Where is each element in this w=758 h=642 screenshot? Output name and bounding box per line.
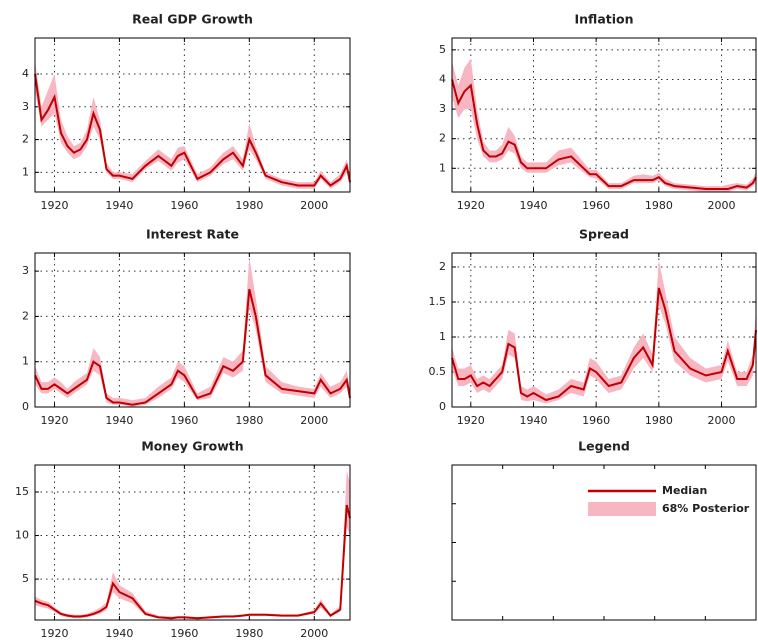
- x-tick-label: 1920: [40, 414, 68, 427]
- y-tick-label: 4: [22, 67, 29, 80]
- y-tick-label: 3: [22, 100, 29, 113]
- x-tick-label: 1980: [235, 627, 263, 640]
- x-tick-label: 1960: [170, 414, 198, 427]
- panel-title: Money Growth: [141, 439, 243, 454]
- posterior-band: [35, 257, 350, 407]
- x-tick-label: 1980: [645, 414, 673, 427]
- x-tick-label: 1960: [582, 199, 610, 212]
- x-tick-label: 2000: [300, 414, 328, 427]
- legend-label: 68% Posterior: [662, 502, 750, 515]
- y-tick-label: 1: [22, 165, 29, 178]
- median-line: [34, 73, 351, 187]
- y-tick-label: 1: [439, 161, 446, 174]
- x-tick-label: 1960: [582, 414, 610, 427]
- legend-frame: [451, 464, 757, 621]
- y-tick-label: 0.5: [429, 365, 447, 378]
- posterior-band: [452, 260, 756, 404]
- x-tick-label: 1980: [645, 199, 673, 212]
- y-tick-label: 3: [439, 102, 446, 115]
- y-tick-label: 3: [22, 264, 29, 277]
- y-tick-label: 0: [22, 400, 29, 413]
- x-tick-label: 1980: [235, 414, 263, 427]
- x-tick-label: 1960: [170, 199, 198, 212]
- x-tick-label: 1960: [170, 627, 198, 640]
- legend-label: Median: [662, 484, 707, 497]
- y-tick-label: 15: [15, 485, 29, 498]
- x-tick-label: 1920: [40, 199, 68, 212]
- y-tick-label: 1: [22, 355, 29, 368]
- y-tick-label: 0: [439, 400, 446, 413]
- y-tick-label: 2: [439, 260, 446, 273]
- legend-swatch-band: [588, 502, 656, 516]
- panel-title: Interest Rate: [146, 227, 239, 242]
- y-tick-label: 2: [22, 309, 29, 322]
- y-tick-label: 1: [439, 330, 446, 343]
- legend-title: Legend: [578, 439, 630, 454]
- x-tick-label: 1940: [519, 199, 547, 212]
- panel-title: Real GDP Growth: [132, 12, 253, 27]
- x-tick-label: 1940: [105, 627, 133, 640]
- median-line: [451, 287, 757, 402]
- plot-frame: [451, 252, 757, 408]
- posterior-band: [452, 58, 756, 192]
- y-tick-label: 10: [15, 529, 29, 542]
- panel-title: Spread: [579, 227, 629, 242]
- plot-frame: [34, 252, 351, 408]
- x-tick-label: 2000: [708, 199, 736, 212]
- x-tick-label: 1940: [519, 414, 547, 427]
- x-tick-label: 2000: [300, 199, 328, 212]
- x-tick-label: 2000: [708, 414, 736, 427]
- panel-title: Inflation: [575, 12, 634, 27]
- y-tick-label: 5: [22, 572, 29, 585]
- median-line: [34, 289, 351, 406]
- y-tick-label: 1.5: [429, 295, 447, 308]
- x-tick-label: 1940: [105, 414, 133, 427]
- plot-frame: [34, 37, 351, 193]
- plot-frame: [34, 464, 351, 621]
- median-line: [451, 79, 757, 191]
- y-tick-label: 2: [22, 133, 29, 146]
- x-tick-label: 1920: [457, 199, 485, 212]
- y-tick-label: 2: [439, 132, 446, 145]
- x-tick-label: 1920: [40, 627, 68, 640]
- y-tick-label: 5: [439, 43, 446, 56]
- y-tick-label: 4: [439, 72, 446, 85]
- x-tick-label: 1920: [457, 414, 485, 427]
- median-line: [34, 504, 351, 620]
- x-tick-label: 1940: [105, 199, 133, 212]
- plot-frame: [451, 37, 757, 193]
- posterior-band: [35, 470, 350, 620]
- x-tick-label: 1980: [235, 199, 263, 212]
- x-tick-label: 2000: [300, 627, 328, 640]
